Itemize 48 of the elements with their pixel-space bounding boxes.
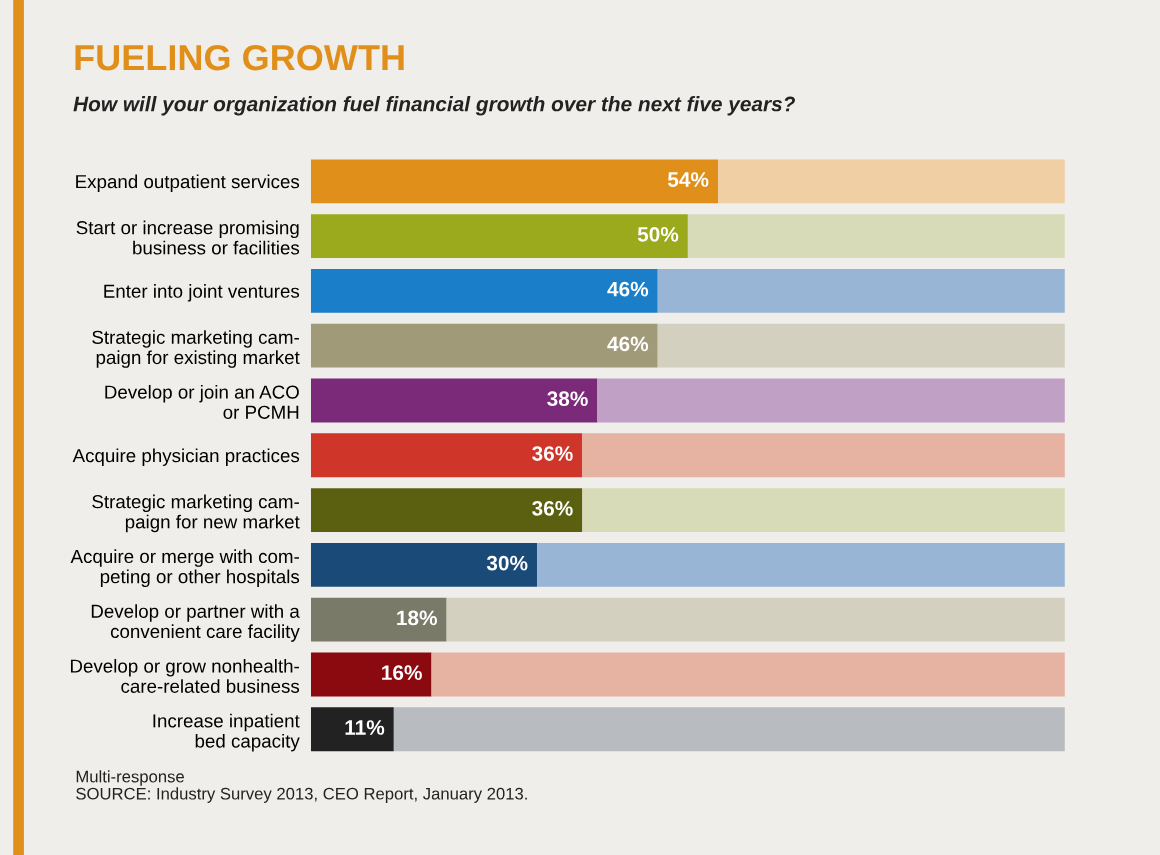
- data-label: 30%: [486, 555, 528, 571]
- data-label: 54%: [667, 172, 709, 187]
- bar: [310, 159, 719, 204]
- y-tick-label: Expand outpatient services: [76, 174, 300, 192]
- y-tick-label: Acquire or merge with com- peting or other hospitals: [70, 549, 300, 588]
- y-tick-label: Develop or grow nonhealth- care-related business: [70, 658, 300, 693]
- data-label: 38%: [547, 391, 588, 407]
- y-tick-label: Strategic marketing cam- paign for new market: [92, 494, 300, 533]
- data-label: 50%: [637, 226, 679, 242]
- y-tick-label: Strategic marketing cam- paign for existing market: [92, 330, 300, 368]
- bar: [687, 214, 1065, 259]
- bar: [310, 707, 394, 752]
- bar: [446, 597, 1065, 642]
- bar: [393, 707, 1065, 752]
- bar: [310, 433, 583, 478]
- data-label: 18%: [397, 610, 437, 626]
- y-tick-label: Acquire physician practices: [72, 448, 300, 466]
- bar: [657, 323, 1065, 368]
- bar: [582, 433, 1065, 478]
- y-tick-label: Enter into joint ventures: [104, 284, 300, 302]
- bar: [310, 652, 432, 697]
- bar: [310, 214, 688, 259]
- bar: [582, 488, 1065, 532]
- bar: [597, 378, 1065, 423]
- text: Multi-response: [76, 770, 184, 786]
- bar: [657, 268, 1065, 313]
- chart-subtitle: How will your organization fuel financial growth over the next five years?: [73, 96, 795, 116]
- y-tick-label: Develop or join an ACO or PCMH: [105, 384, 299, 419]
- source-note: SOURCE: Industry Survey 2013, CEO Report, January 2013.: [76, 787, 527, 803]
- bar: [718, 159, 1065, 204]
- bar: [537, 542, 1065, 587]
- y-tick-label: Start or increase promising business or facilities: [76, 220, 300, 255]
- bar: [431, 652, 1065, 697]
- data-label: 46%: [607, 281, 649, 297]
- chart-title: FUELING GROWTH: [75, 44, 404, 71]
- y-tick-label: Develop or partner with a convenient care facility: [91, 604, 300, 642]
- data-label: 36%: [532, 500, 573, 516]
- data-label: 16%: [382, 665, 422, 681]
- data-label: 36%: [532, 446, 573, 461]
- data-label: 46%: [607, 336, 649, 352]
- data-label: 11%: [345, 720, 385, 735]
- bar: [310, 323, 658, 368]
- bar: [310, 488, 583, 532]
- bar: [310, 542, 538, 587]
- bar: [310, 268, 658, 313]
- bar: [310, 597, 447, 642]
- y-tick-label: Increase inpatient bed capacity: [153, 713, 300, 752]
- bar: [310, 378, 598, 423]
